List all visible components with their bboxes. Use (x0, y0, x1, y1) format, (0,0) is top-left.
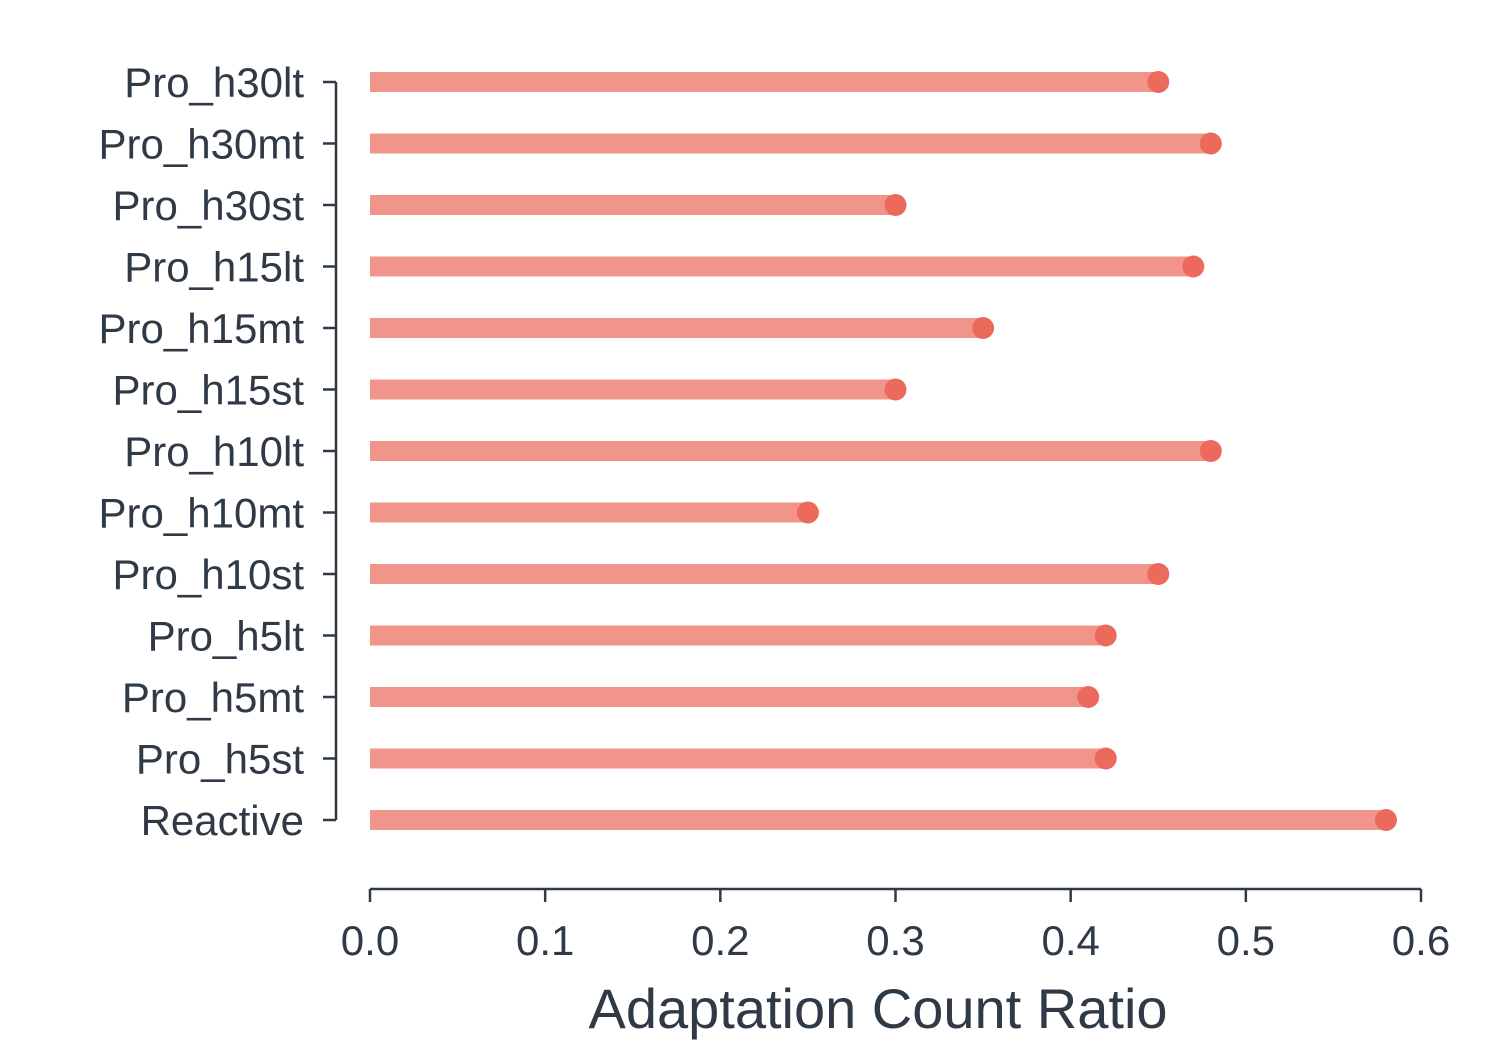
bar (370, 687, 1089, 707)
data-point (1147, 71, 1170, 93)
y-tick-label: Pro_h15st (113, 367, 305, 414)
bar (370, 502, 808, 523)
bar (370, 748, 1106, 769)
y-tick-label: Pro_h10mt (99, 490, 305, 537)
data-point (1147, 563, 1170, 585)
y-tick-label: Pro_h15lt (124, 244, 304, 291)
bar (370, 195, 896, 215)
data-point (884, 194, 907, 216)
x-tick-label: 0.4 (1041, 917, 1099, 964)
y-tick-label: Reactive (141, 797, 304, 844)
data-point (1182, 255, 1205, 278)
x-tick-label: 0.0 (341, 917, 399, 964)
y-tick-label: Pro_h5mt (122, 674, 304, 721)
bar (370, 564, 1159, 584)
bar (370, 256, 1194, 277)
data-point (972, 317, 995, 339)
y-tick-label: Pro_h30mt (99, 121, 305, 168)
data-point (1094, 747, 1117, 770)
bar (370, 379, 896, 400)
data-point (1374, 809, 1397, 831)
y-tick-label: Pro_h10lt (124, 428, 304, 475)
bar (370, 441, 1211, 461)
x-tick-label: 0.3 (866, 917, 924, 964)
x-axis-title: Adaptation Count Ratio (588, 977, 1167, 1040)
bar (370, 625, 1106, 646)
bar (370, 318, 984, 338)
x-tick-label: 0.1 (516, 917, 574, 964)
bar (370, 810, 1386, 830)
x-axis: 0.0 0.1 0.2 0.3 0.4 0.5 0.6 (341, 887, 1450, 964)
y-tick-label: Pro_h30lt (124, 59, 304, 106)
y-axis: Pro_h30lt Pro_h30mt Pro_h30st Pro_h15lt Pro_… (99, 59, 338, 844)
y-tick-label: Pro_h10st (113, 551, 305, 598)
x-tick-label: 0.5 (1217, 917, 1275, 964)
data-point (884, 378, 907, 401)
bar (370, 72, 1159, 92)
y-tick-label: Pro_h5lt (148, 613, 305, 660)
dots-layer (796, 71, 1397, 831)
data-point (796, 501, 819, 524)
data-point (1199, 440, 1222, 462)
bar (370, 133, 1211, 154)
x-tick-label: 0.2 (691, 917, 749, 964)
data-point (1199, 132, 1222, 155)
x-tick-label: 0.6 (1392, 917, 1450, 964)
data-point (1094, 624, 1117, 647)
bars-layer (370, 72, 1386, 830)
data-point (1077, 686, 1100, 708)
y-tick-label: Pro_h30st (113, 182, 305, 229)
y-tick-label: Pro_h5st (136, 736, 304, 783)
y-tick-label: Pro_h15mt (99, 305, 305, 352)
